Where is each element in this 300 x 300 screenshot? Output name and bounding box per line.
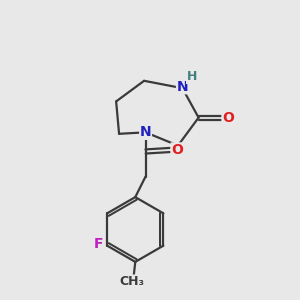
Text: CH₃: CH₃ — [120, 275, 145, 288]
Text: F: F — [94, 237, 104, 251]
Text: H: H — [187, 70, 197, 83]
Text: N: N — [140, 125, 152, 139]
Text: O: O — [171, 143, 183, 157]
Text: O: O — [222, 111, 234, 124]
Text: N: N — [177, 80, 188, 94]
